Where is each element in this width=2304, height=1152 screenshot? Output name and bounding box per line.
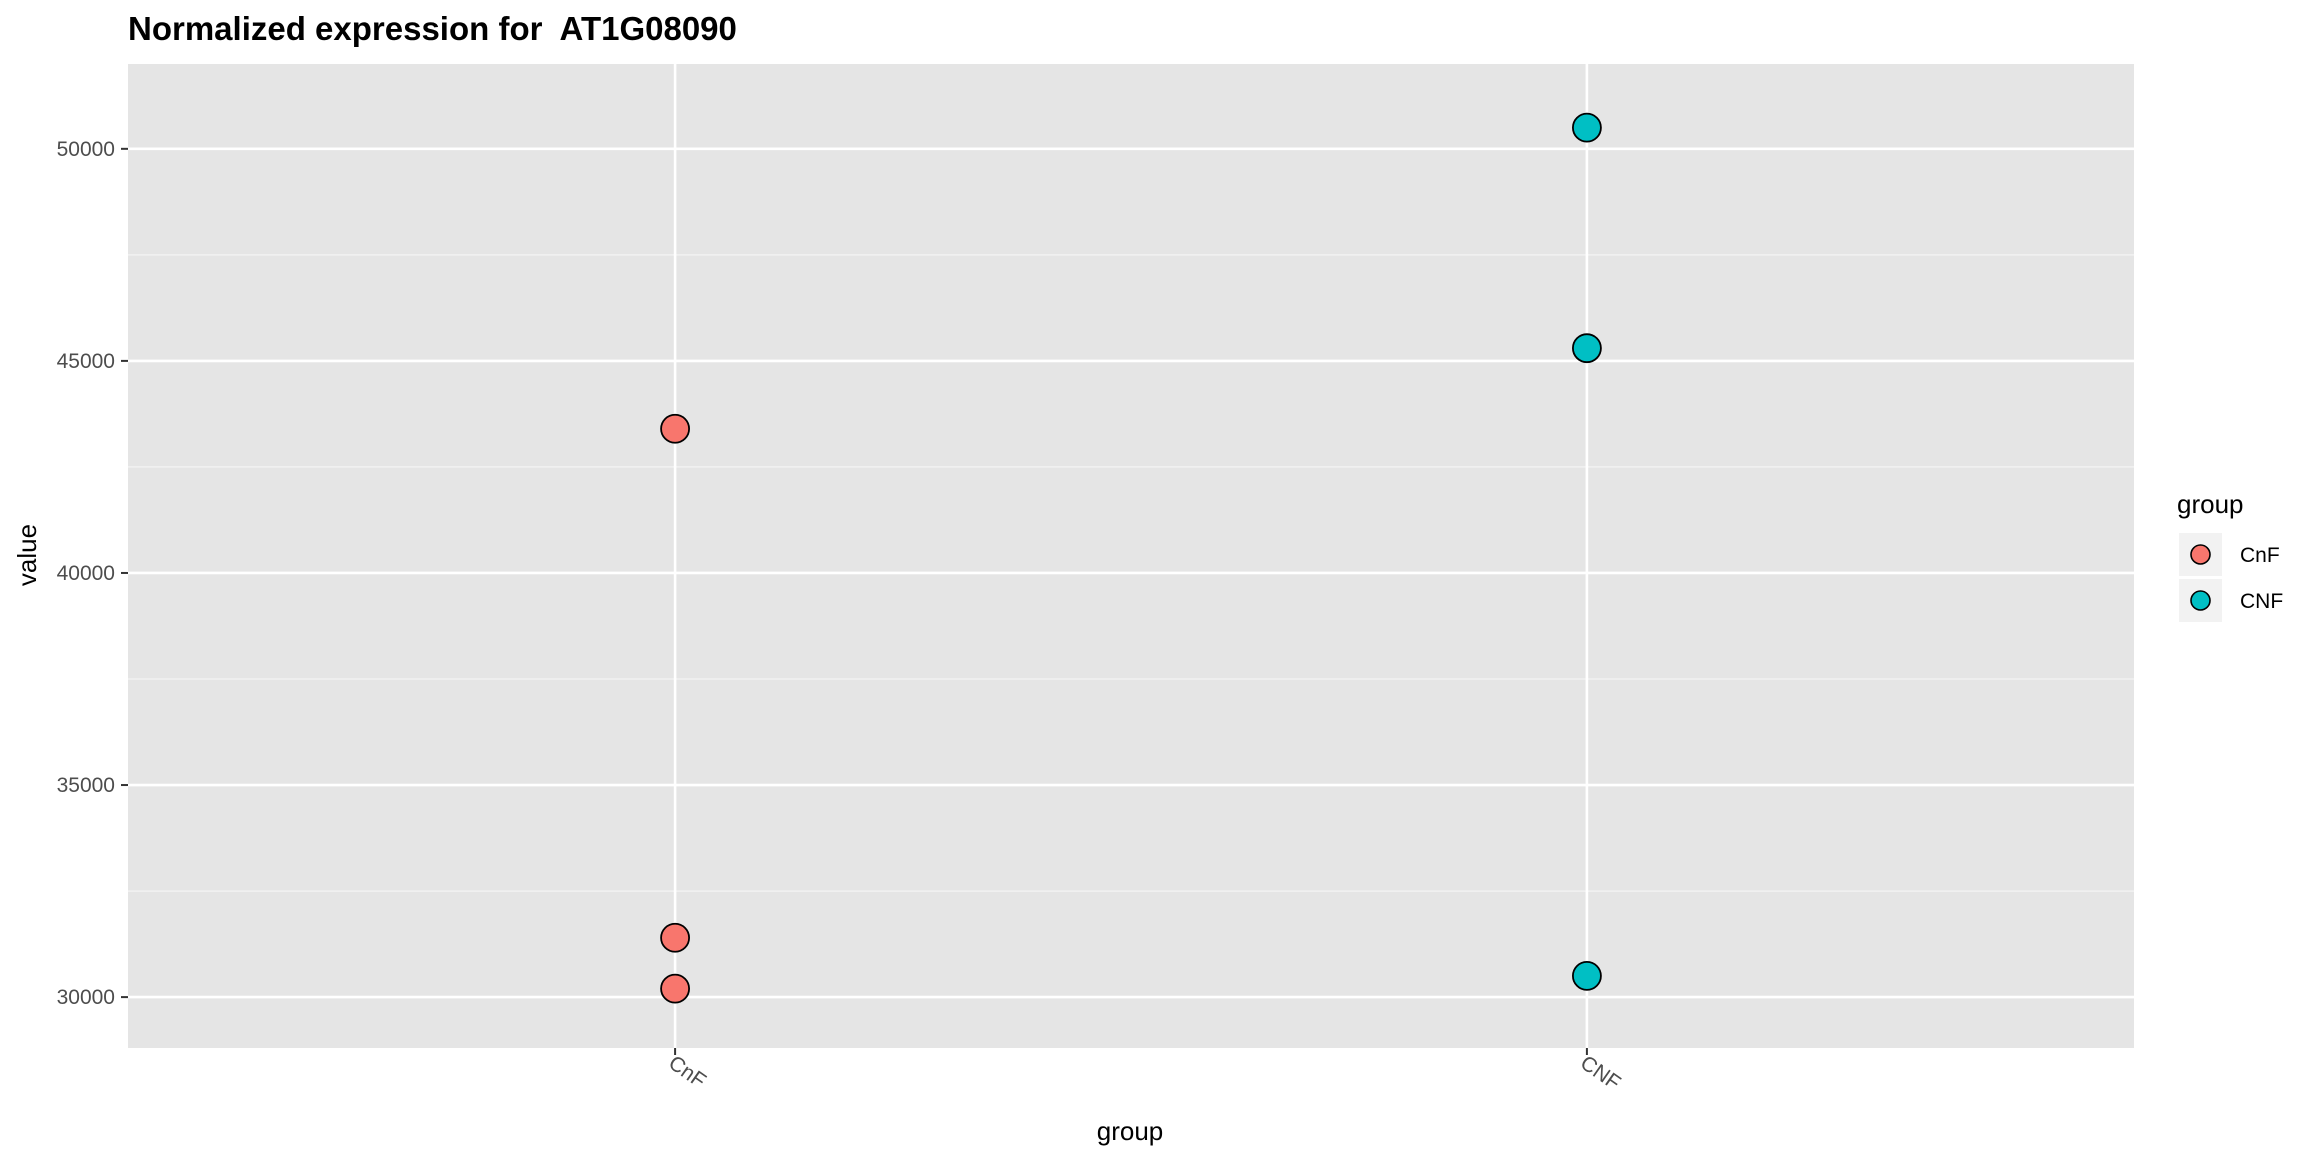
data-point [660, 973, 690, 1004]
x-tick-label: CNF [1576, 1051, 1625, 1095]
legend: group CnF CNF [2177, 489, 2283, 622]
y-tick-label: 45000 [57, 350, 115, 373]
y-tick-label: 35000 [57, 774, 115, 797]
data-point [660, 922, 690, 953]
legend-swatch [2190, 544, 2211, 565]
grid-minor [128, 254, 2134, 892]
legend-label: CnF [2240, 544, 2280, 567]
chart-title: Normalized expression for AT1G08090 [128, 10, 737, 47]
x-axis: CnF CNF [664, 1048, 1625, 1095]
data-point [1572, 960, 1602, 991]
data-point [660, 413, 690, 444]
y-axis-title: value [12, 524, 42, 586]
y-tick-label: 40000 [57, 562, 115, 585]
data-point [1572, 333, 1602, 364]
y-tick-label: 30000 [57, 986, 115, 1009]
legend-title: group [2177, 489, 2244, 519]
legend-label: CNF [2240, 590, 2283, 613]
y-axis: 30000 35000 40000 45000 50000 [57, 138, 128, 1009]
data-points [660, 112, 1602, 1004]
legend-swatch [2190, 590, 2211, 611]
x-axis-title: group [1097, 1116, 1164, 1146]
data-point [1572, 112, 1602, 143]
grid-major [128, 64, 2134, 1048]
x-tick-label: CnF [664, 1051, 710, 1093]
plot-panel [128, 64, 2134, 1048]
y-tick-label: 50000 [57, 138, 115, 161]
